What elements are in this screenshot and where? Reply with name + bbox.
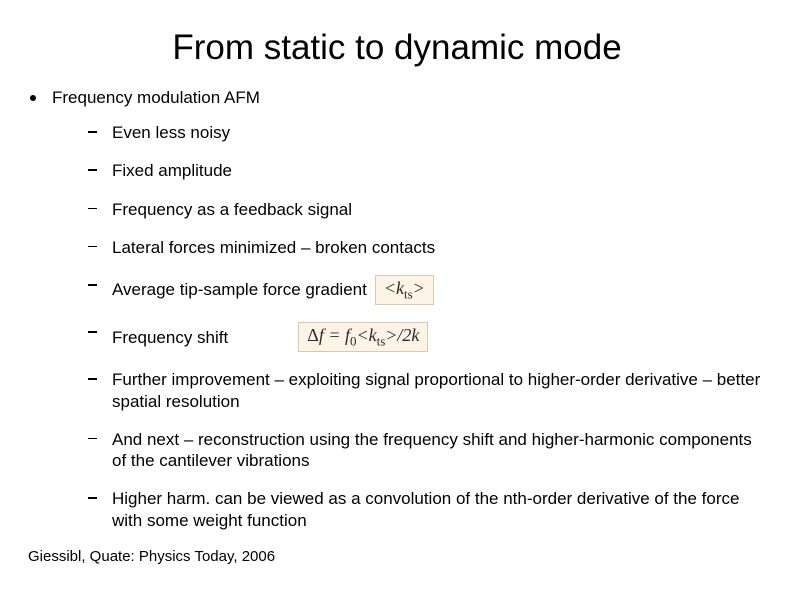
sub-bullet-text: Fixed amplitude — [112, 161, 232, 180]
sub-list: Even less noisy Fixed amplitude Frequenc… — [52, 122, 766, 531]
sub-bullet: Frequency shift Δf = f0<kts>/2k — [88, 322, 766, 352]
formula-deltaf: Δf = f0<kts>/2k — [298, 322, 428, 352]
sub-bullet: Even less noisy — [88, 122, 766, 143]
sub-bullet-text: Average tip-sample force gradient — [112, 279, 367, 300]
sub-bullet: Fixed amplitude — [88, 160, 766, 181]
sub-bullet: Further improvement – exploiting signal … — [88, 369, 766, 412]
slide: From static to dynamic mode Frequency mo… — [0, 0, 794, 595]
main-bullet: Frequency modulation AFM Even less noisy… — [28, 88, 766, 531]
main-list: Frequency modulation AFM Even less noisy… — [28, 88, 766, 531]
sub-bullet-text: Even less noisy — [112, 123, 230, 142]
sub-bullet-text: And next – reconstruction using the freq… — [112, 430, 752, 470]
sub-bullet-text: Higher harm. can be viewed as a convolut… — [112, 489, 739, 529]
sub-bullet: Lateral forces minimized – broken contac… — [88, 237, 766, 258]
sub-bullet: Average tip-sample force gradient <kts> — [88, 275, 766, 305]
sub-bullet: Frequency as a feedback signal — [88, 199, 766, 220]
main-bullet-label: Frequency modulation AFM — [52, 88, 260, 107]
sub-bullet-text: Further improvement – exploiting signal … — [112, 370, 760, 410]
sub-bullet-text: Frequency shift — [112, 327, 228, 348]
slide-title: From static to dynamic mode — [68, 28, 726, 68]
sub-bullet-text: Lateral forces minimized – broken contac… — [112, 238, 435, 257]
formula-kts: <kts> — [375, 275, 434, 305]
citation: Giessibl, Quate: Physics Today, 2006 — [28, 548, 275, 565]
sub-bullet: Higher harm. can be viewed as a convolut… — [88, 488, 766, 531]
sub-bullet-text: Frequency as a feedback signal — [112, 200, 352, 219]
sub-bullet: And next – reconstruction using the freq… — [88, 429, 766, 472]
